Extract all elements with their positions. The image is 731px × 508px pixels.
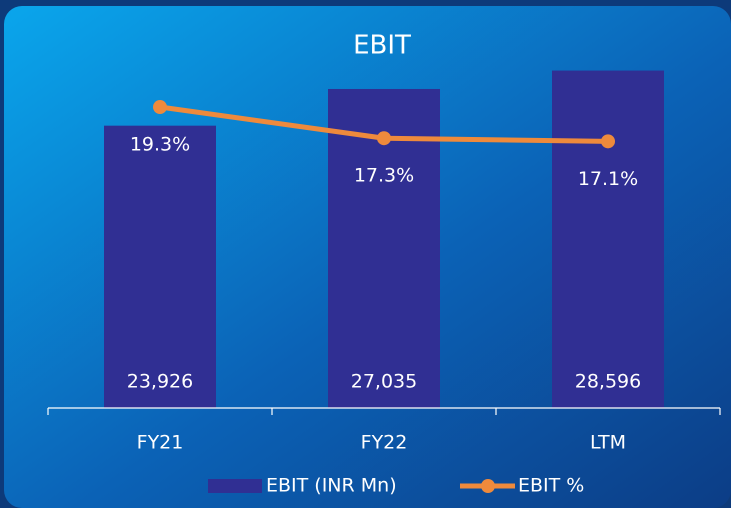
legend-swatch — [208, 479, 262, 493]
bar-value-label: 27,035 — [351, 371, 417, 393]
x-tick-label: FY21 — [137, 432, 184, 454]
x-tick-label: FY22 — [361, 432, 408, 454]
line-value-label: 17.3% — [354, 165, 414, 187]
bar — [552, 70, 664, 408]
line-marker — [601, 134, 615, 149]
line-marker — [153, 100, 167, 115]
legend-label: EBIT % — [518, 475, 584, 497]
line-marker — [377, 131, 391, 146]
bar-value-label: 23,926 — [127, 371, 193, 393]
legend-label: EBIT (INR Mn) — [266, 475, 397, 497]
bar — [104, 125, 216, 408]
line-value-label: 19.3% — [130, 134, 190, 156]
chart-title: EBIT — [353, 31, 411, 61]
legend-marker — [481, 479, 495, 493]
line-value-label: 17.1% — [578, 168, 638, 190]
bar-value-label: 28,596 — [575, 371, 641, 393]
x-tick-label: LTM — [590, 432, 626, 454]
